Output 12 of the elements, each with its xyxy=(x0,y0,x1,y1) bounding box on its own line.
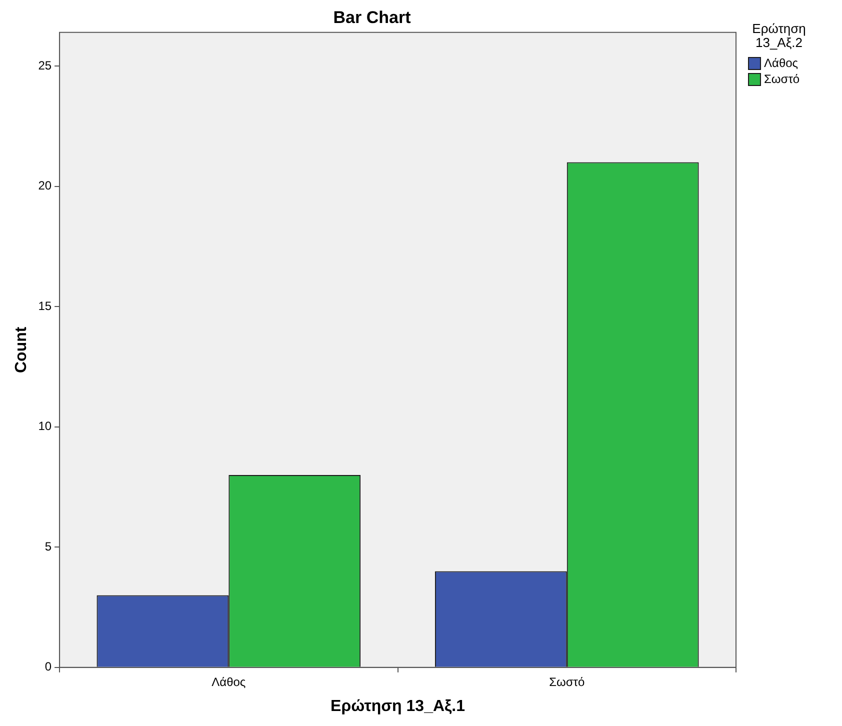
y-axis-title: Count xyxy=(13,326,30,373)
y-tick-label: 15 xyxy=(38,298,52,313)
legend-title: Ερώτηση 13_Αξ.2 xyxy=(751,21,807,50)
y-tick-label: 20 xyxy=(38,178,52,193)
legend-label: Λάθος xyxy=(764,56,798,70)
y-tick-label: 10 xyxy=(38,419,52,434)
y-tick-label: 5 xyxy=(44,539,52,554)
y-tick-label: 25 xyxy=(38,58,52,72)
y-tick-label: 0 xyxy=(44,660,52,674)
x-axis-title: Ερώτηση 13_Αξ.1 xyxy=(330,698,466,715)
legend-label: Σωστό xyxy=(764,72,800,86)
chart-title: Bar Chart xyxy=(333,8,412,27)
